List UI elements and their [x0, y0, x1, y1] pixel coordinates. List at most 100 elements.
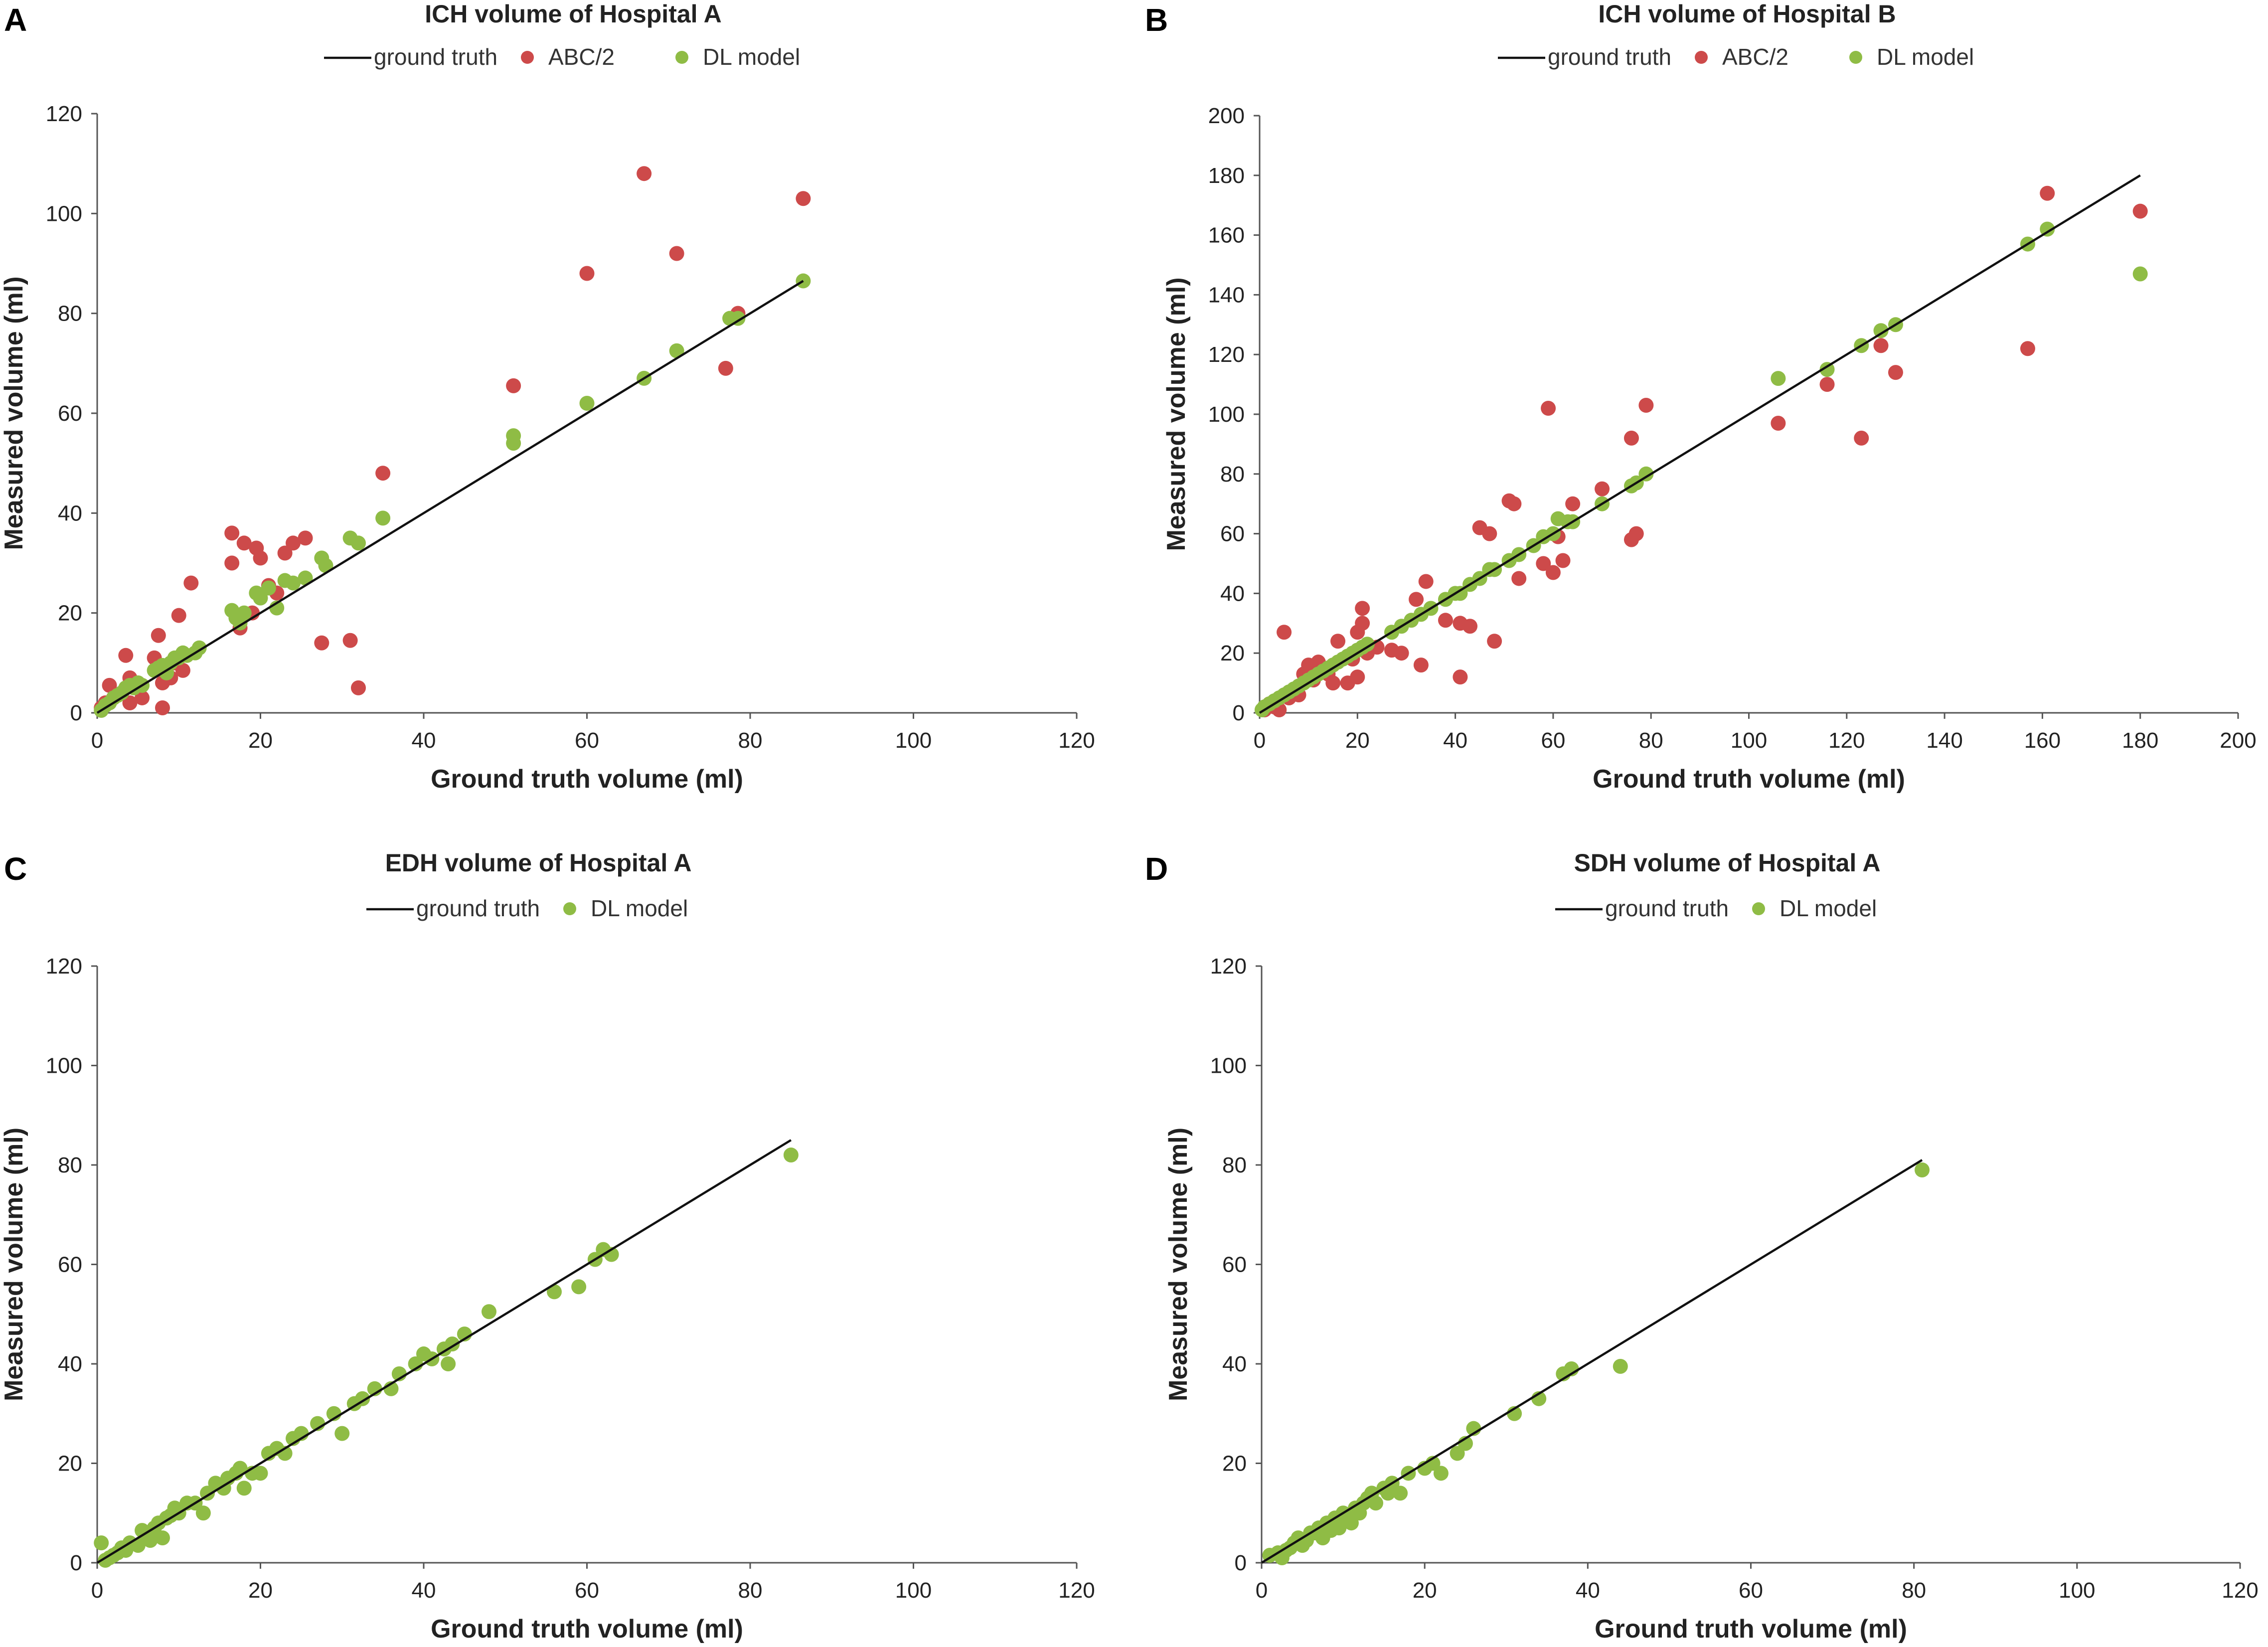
- data-point: [1453, 669, 1468, 685]
- data-point: [1819, 377, 1835, 392]
- chart-title: SDH volume of Hospital A: [1574, 849, 1881, 877]
- data-point: [1511, 571, 1527, 586]
- data-point: [1506, 496, 1522, 511]
- data-point: [342, 633, 358, 648]
- data-point: [506, 378, 521, 393]
- legend-marker-symbol: [521, 51, 534, 64]
- legend-label: ground truth: [374, 44, 497, 70]
- legend-label: DL model: [1877, 44, 1974, 70]
- data-point: [441, 1356, 456, 1371]
- x-tick-label: 20: [1413, 1578, 1437, 1603]
- data-point: [637, 166, 652, 181]
- data-point: [236, 605, 252, 621]
- data-point: [375, 466, 391, 481]
- legend-item: DL model: [563, 895, 688, 921]
- data-point: [1359, 637, 1375, 652]
- y-tick-label: 20: [1222, 1452, 1247, 1476]
- data-point: [718, 360, 733, 376]
- data-point: [118, 648, 134, 663]
- y-axis-label: Measured volume (ml): [1164, 1128, 1193, 1401]
- legend: ground truth ABC/2 DL model: [1498, 44, 1974, 70]
- x-tick-label: 120: [1058, 728, 1095, 753]
- data-point: [351, 680, 366, 695]
- y-tick-label: 0: [1233, 701, 1245, 725]
- data-point: [1595, 481, 1610, 496]
- legend-item: ABC/2: [1695, 44, 1788, 70]
- y-tick-label: 80: [58, 1153, 82, 1177]
- x-tick-label: 60: [575, 728, 599, 753]
- panel-d: D SDH volume of Hospital A ground truth DL …: [1145, 849, 2259, 1644]
- series-dl-model: [94, 273, 811, 718]
- y-tick-label: 0: [70, 701, 82, 725]
- series-dl-model: [94, 1148, 799, 1568]
- x-tick-label: 20: [248, 1578, 273, 1603]
- data-point: [2020, 341, 2035, 356]
- y-tick-label: 160: [1208, 223, 1245, 248]
- data-point: [1613, 1358, 1628, 1374]
- legend: ground truth DL model: [1555, 895, 1877, 921]
- panel-letter: A: [4, 2, 27, 38]
- data-point: [1888, 365, 1903, 380]
- data-point: [2040, 221, 2055, 237]
- data-point: [1873, 338, 1889, 353]
- data-point: [1638, 466, 1654, 482]
- x-tick-label: 80: [738, 1578, 763, 1603]
- x-tick-label: 0: [91, 1578, 103, 1603]
- x-tick-label: 100: [2059, 1578, 2095, 1603]
- data-point: [195, 1505, 211, 1521]
- y-axis-label: Measured volume (ml): [0, 1128, 28, 1401]
- data-point: [122, 695, 138, 710]
- ground-truth-line: [1259, 174, 2141, 714]
- legend-item: DL model: [675, 44, 800, 70]
- data-point: [253, 550, 268, 566]
- y-tick-label: 180: [1208, 164, 1245, 188]
- data-point: [1623, 430, 1639, 446]
- x-tick-label: 80: [1639, 728, 1663, 753]
- legend-marker-symbol: [1752, 902, 1765, 915]
- data-point: [102, 677, 117, 693]
- data-point: [1393, 1485, 1408, 1501]
- x-tick-label: 160: [2024, 728, 2061, 753]
- x-axis-label: Ground truth volume (ml): [1595, 1615, 1907, 1644]
- x-tick-label: 60: [575, 1578, 599, 1603]
- y-tick-label: 0: [1235, 1551, 1247, 1575]
- data-point: [1628, 526, 1644, 541]
- data-point: [1771, 415, 1786, 431]
- data-point: [1438, 613, 1453, 628]
- y-tick-label: 40: [1222, 1352, 1247, 1376]
- panel-letter: D: [1145, 851, 1168, 887]
- legend-marker-symbol: [563, 902, 576, 915]
- legend: ground truth ABC/2 DL model: [324, 44, 800, 70]
- x-tick-label: 120: [1058, 1578, 1095, 1603]
- data-point: [143, 1533, 158, 1548]
- data-point: [1487, 634, 1502, 649]
- x-tick-label: 0: [91, 728, 103, 753]
- data-point: [1462, 619, 1478, 634]
- ground-truth-line: [96, 280, 804, 714]
- data-point: [253, 590, 268, 606]
- x-tick-label: 100: [1731, 728, 1767, 753]
- data-point: [1433, 1466, 1449, 1481]
- x-axis-label: Ground truth volume (ml): [431, 765, 743, 794]
- legend-item: DL model: [1849, 44, 1974, 70]
- y-axis-label: Measured volume (ml): [1162, 277, 1191, 551]
- data-point: [2040, 185, 2055, 201]
- data-point: [286, 575, 301, 591]
- data-point: [1413, 658, 1429, 673]
- x-tick-label: 40: [1443, 728, 1467, 753]
- data-point: [783, 1148, 799, 1163]
- data-point: [1450, 1446, 1465, 1461]
- data-point: [1873, 323, 1889, 338]
- data-point: [277, 545, 293, 561]
- data-point: [1453, 586, 1468, 601]
- data-point: [1915, 1162, 1930, 1177]
- legend-label: ABC/2: [1722, 44, 1788, 70]
- legend-item: ground truth: [1498, 44, 1671, 70]
- data-point: [579, 266, 595, 281]
- data-point: [547, 1284, 562, 1300]
- data-point: [1330, 634, 1346, 649]
- legend-item: DL model: [1752, 895, 1877, 921]
- y-tick-label: 80: [1220, 462, 1245, 487]
- panel-b: B ICH volume of Hospital B ground truth ABC…: [1145, 0, 2257, 794]
- data-point: [298, 570, 313, 586]
